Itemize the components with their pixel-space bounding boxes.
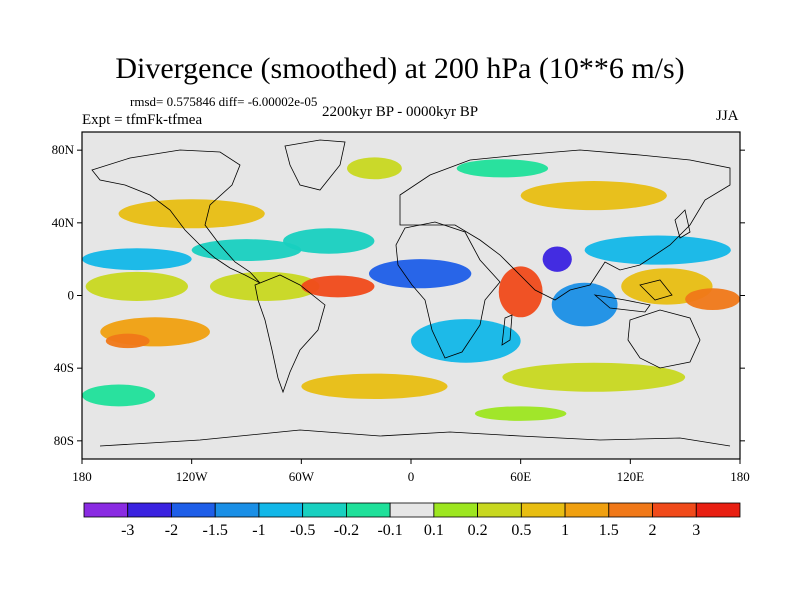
divergence-blob	[502, 362, 686, 392]
lon-tick-label: 120E	[617, 469, 645, 484]
lon-tick-label: 0	[408, 469, 415, 484]
divergence-blob	[209, 271, 320, 301]
season-label: JJA	[716, 108, 739, 124]
divergence-blob	[283, 228, 375, 254]
colorbar-swatch	[608, 502, 653, 518]
experiment-label: Expt = tfmFk-tfmea	[82, 112, 203, 128]
colorbar-swatch	[652, 502, 697, 518]
colorbar: -3 -2 -1.5 -1 -0.5 -0.2 -0.1 0.1 0.2 0.5 1 1.5 2 3	[83, 502, 741, 539]
colorbar-swatch	[214, 502, 260, 518]
divergence-blob	[347, 157, 402, 180]
colorbar-swatch	[345, 502, 391, 518]
colorbar-swatch	[477, 502, 522, 518]
divergence-blob	[82, 384, 156, 407]
divergence-blob	[368, 259, 472, 289]
divergence-blob	[411, 319, 521, 363]
colorbar-swatch	[171, 502, 216, 518]
divergence-blob	[542, 246, 572, 272]
divergence-blob	[191, 239, 302, 261]
colorbar-swatch	[258, 502, 304, 518]
lon-tick-label: 180	[730, 469, 750, 484]
divergence-blob	[118, 199, 265, 229]
lon-tick-label: 60E	[510, 469, 531, 484]
divergence-blob	[520, 181, 667, 211]
divergence-blob	[85, 271, 189, 301]
colorbar-label: 0.5	[511, 522, 531, 539]
colorbar-swatch	[695, 502, 741, 518]
period-label: 2200kyr BP - 0000kyr BP	[322, 104, 479, 120]
colorbar-swatch	[302, 502, 347, 518]
colorbar-swatch	[127, 502, 172, 518]
colorbar-label: 2	[649, 522, 657, 539]
lon-tick-label: 180	[72, 469, 92, 484]
lon-tick-label: 60W	[289, 469, 315, 484]
lat-tick-label: 80S	[54, 433, 74, 448]
colorbar-label: -0.1	[377, 522, 402, 539]
colorbar-label: -3	[121, 522, 134, 539]
divergence-blob	[82, 248, 192, 271]
divergence-field	[82, 157, 740, 421]
map-axes: 80N 40N 0 40S 80S 180 120W 60W 0 60E 120E 180	[52, 142, 750, 484]
lat-tick-label: 40N	[52, 215, 75, 230]
divergence-blob	[551, 282, 618, 327]
colorbar-label: 3	[692, 522, 700, 539]
colorbar-label: 0.2	[468, 522, 488, 539]
rmsd-diff-stats: rmsd= 0.575846 diff= -6.00002e-05	[130, 94, 318, 109]
lon-tick-label: 120W	[176, 469, 209, 484]
colorbar-swatch	[83, 502, 129, 518]
divergence-blob	[301, 373, 448, 400]
divergence-blob	[498, 266, 543, 318]
divergence-blob	[105, 333, 150, 349]
colorbar-label: 1	[561, 522, 569, 539]
plot-title: Divergence (smoothed) at 200 hPa (10**6 …	[115, 52, 685, 85]
lat-tick-label: 80N	[52, 142, 75, 157]
colorbar-swatch	[564, 502, 610, 518]
colorbar-label: -0.2	[334, 522, 359, 539]
colorbar-label: 1.5	[599, 522, 619, 539]
lat-tick-label: 0	[68, 288, 75, 303]
colorbar-swatch	[433, 502, 479, 518]
colorbar-label: -0.5	[290, 522, 315, 539]
colorbar-swatch	[520, 502, 566, 518]
colorbar-label: 0.1	[424, 522, 444, 539]
lat-tick-label: 40S	[54, 360, 74, 375]
divergence-blob	[456, 159, 549, 178]
divergence-blob	[474, 406, 567, 421]
colorbar-label: -1	[252, 522, 265, 539]
divergence-blob	[685, 288, 740, 311]
divergence-blob	[301, 275, 375, 298]
colorbar-label: -2	[165, 522, 178, 539]
colorbar-swatch	[389, 502, 435, 518]
divergence-blob	[584, 235, 731, 265]
colorbar-label: -1.5	[203, 522, 228, 539]
coastlines	[91, 139, 731, 447]
